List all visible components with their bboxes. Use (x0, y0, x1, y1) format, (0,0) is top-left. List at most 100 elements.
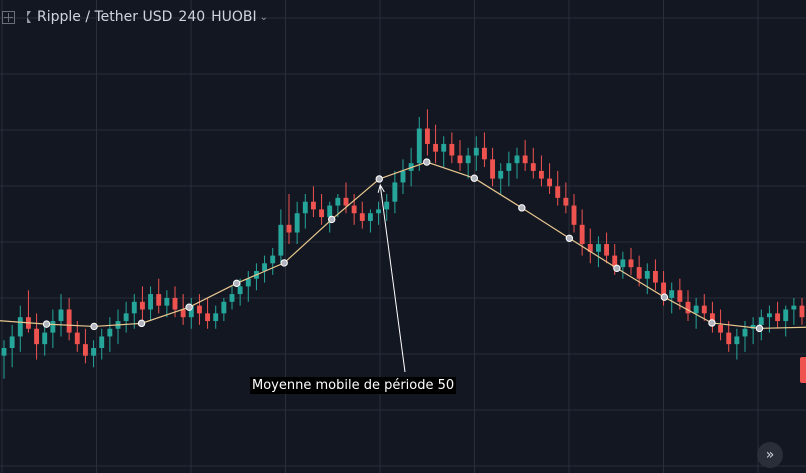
candle-body (278, 224, 284, 256)
candle (758, 309, 764, 341)
candle-body (718, 324, 724, 333)
candle (718, 309, 724, 341)
candle-body (685, 301, 691, 314)
chevron-down-icon[interactable]: ⌄ (259, 11, 269, 23)
candle (547, 163, 553, 194)
candle-body (750, 324, 756, 329)
candle-body (457, 155, 463, 164)
scroll-to-realtime-button[interactable]: » (757, 442, 783, 468)
candle (270, 247, 276, 275)
flag-icon[interactable] (27, 11, 31, 23)
interval[interactable]: 240 (178, 9, 206, 25)
candle (555, 170, 561, 206)
candle (351, 194, 357, 225)
candle (302, 194, 308, 229)
candle-body (620, 259, 626, 268)
candle-body (563, 197, 569, 206)
candle (693, 297, 699, 329)
ma-point (565, 234, 574, 242)
candle (310, 186, 316, 218)
candle-body (734, 336, 740, 345)
candle (294, 201, 300, 245)
candle (213, 305, 219, 329)
candle (669, 282, 675, 314)
candle (82, 328, 88, 364)
ma-point (232, 279, 241, 288)
candle-body (310, 201, 316, 210)
candle-body (514, 155, 520, 164)
ma-point (423, 158, 431, 166)
candle-body (180, 309, 186, 318)
candle-body (709, 313, 715, 325)
candle (750, 317, 756, 345)
candle (530, 147, 536, 179)
candle-body (481, 147, 487, 160)
candle (384, 194, 390, 221)
candle-body (107, 328, 113, 337)
candle-body (335, 197, 341, 206)
candle (278, 209, 284, 264)
candle-body (644, 271, 650, 279)
candle-body (156, 294, 162, 306)
candle-body (245, 278, 251, 287)
candle (286, 194, 292, 245)
exchange[interactable]: HUOBI (211, 9, 257, 25)
candle (66, 297, 72, 341)
candle (99, 328, 105, 360)
candle-body (571, 205, 577, 225)
symbol-name[interactable]: Ripple / Tether USD (37, 9, 173, 25)
candle (644, 263, 650, 295)
candle-body (319, 209, 325, 218)
candle (148, 286, 154, 322)
candle (205, 297, 211, 329)
candle-body (473, 147, 479, 156)
candles (1, 109, 805, 379)
candle (506, 151, 512, 187)
candle-body (701, 305, 707, 314)
candle-body (123, 313, 129, 322)
candle-body (677, 290, 683, 302)
candle (620, 251, 626, 279)
candle (9, 324, 15, 368)
ma-point (755, 324, 764, 333)
candle-body (400, 170, 406, 183)
candle-body (196, 305, 202, 314)
candle-body (294, 213, 300, 233)
candle (685, 290, 691, 322)
candle-body (82, 344, 88, 356)
candle (107, 317, 113, 352)
annotation-arrow (377, 183, 406, 373)
candle (123, 301, 129, 333)
candle (164, 290, 170, 318)
candle-body (449, 143, 455, 156)
candle-body (465, 155, 471, 164)
candle-body (148, 294, 154, 310)
candle-body (441, 143, 447, 152)
candle (791, 297, 797, 325)
candle (538, 155, 544, 187)
candle-body (522, 155, 528, 164)
candle (253, 263, 259, 291)
ma-point (42, 320, 51, 328)
candle-body (612, 255, 618, 268)
candle-body (131, 301, 137, 314)
ma-point (328, 215, 336, 224)
ma-line (0, 161, 806, 329)
candle-body (237, 286, 243, 295)
candle-body (213, 313, 219, 322)
candle (424, 109, 430, 156)
candle-body (327, 205, 333, 218)
candle (481, 132, 487, 168)
candle (701, 294, 707, 322)
candle (392, 170, 398, 214)
ma-point (280, 259, 288, 267)
candle (42, 324, 48, 356)
last-price-tag (800, 357, 806, 383)
candle (34, 313, 40, 360)
candle (742, 321, 748, 352)
candle-body (270, 255, 276, 264)
candle (563, 182, 569, 214)
add-symbol-icon[interactable] (2, 10, 15, 24)
candle-body (286, 224, 292, 233)
